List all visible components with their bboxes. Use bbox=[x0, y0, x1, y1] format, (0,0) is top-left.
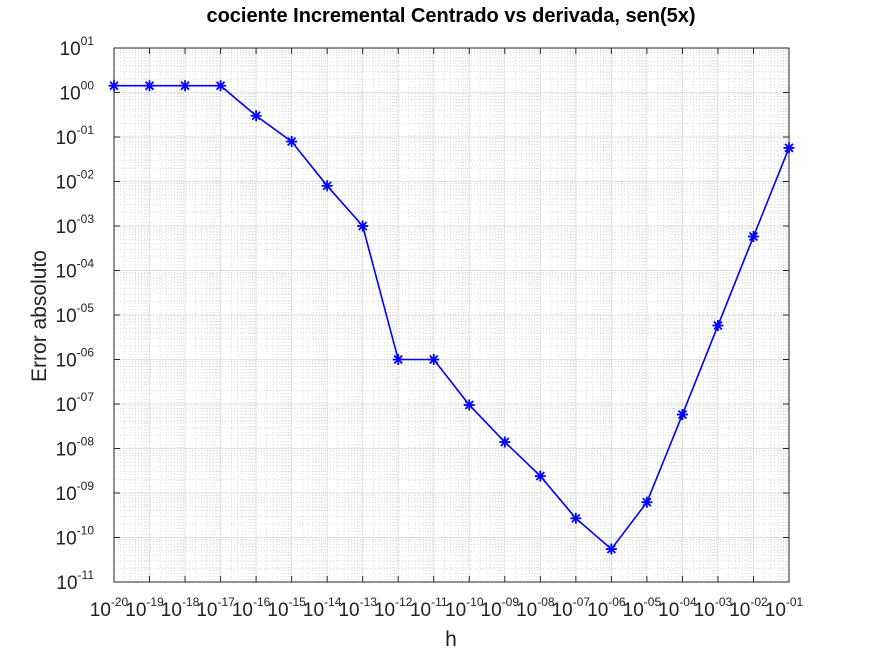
y-tick-label: 10-10 bbox=[56, 524, 95, 550]
x-tick-label: 10-07 bbox=[552, 595, 591, 621]
y-tick-label: 1001 bbox=[60, 34, 95, 60]
x-tick-label: 10-02 bbox=[729, 595, 768, 621]
x-tick-label: 10-04 bbox=[658, 595, 697, 621]
data-point bbox=[747, 231, 759, 243]
data-point bbox=[144, 80, 156, 92]
x-tick-label: 10-14 bbox=[303, 595, 342, 621]
data-point bbox=[712, 320, 724, 332]
x-tick-label: 10-03 bbox=[694, 595, 733, 621]
data-point bbox=[463, 399, 475, 411]
series-line bbox=[114, 84, 790, 551]
data-point bbox=[286, 136, 298, 148]
data-series bbox=[108, 80, 795, 555]
x-tick-label: 10-05 bbox=[623, 595, 662, 621]
data-point bbox=[605, 543, 617, 555]
x-tick-label: 10-10 bbox=[445, 595, 484, 621]
y-tick-label: 1000 bbox=[60, 79, 95, 105]
data-point bbox=[676, 409, 688, 421]
y-tick-label: 10-02 bbox=[56, 168, 95, 194]
x-tick-label: 10-11 bbox=[410, 595, 448, 621]
x-tick-label: 10-12 bbox=[374, 595, 413, 621]
y-tick-label: 10-06 bbox=[56, 346, 95, 372]
data-point bbox=[428, 354, 440, 365]
data-point bbox=[392, 354, 404, 365]
y-tick-label: 10-04 bbox=[56, 257, 95, 283]
y-tick-label: 10-08 bbox=[56, 435, 95, 461]
x-tick-label: 10-17 bbox=[196, 595, 235, 621]
data-point bbox=[250, 110, 262, 122]
y-tick-label: 10-03 bbox=[56, 212, 95, 238]
y-tick-label: 10-09 bbox=[56, 479, 95, 505]
data-point bbox=[321, 180, 333, 192]
y-tick-label: 10-05 bbox=[56, 301, 95, 327]
x-tick-label: 10-19 bbox=[125, 595, 164, 621]
y-tick-label: 10-01 bbox=[56, 123, 95, 149]
x-tick-label: 10-09 bbox=[481, 595, 520, 621]
x-tick-label: 10-16 bbox=[232, 595, 271, 621]
axes bbox=[113, 47, 790, 583]
chart-title: cociente Incremental Centrado vs derivad… bbox=[206, 5, 695, 27]
x-tick-label: 10-20 bbox=[90, 595, 129, 621]
data-point bbox=[783, 142, 795, 154]
x-tick-label: 10-15 bbox=[267, 595, 306, 621]
data-point bbox=[179, 80, 191, 92]
data-point bbox=[641, 496, 653, 508]
data-point bbox=[108, 80, 120, 92]
data-point bbox=[534, 470, 546, 482]
x-tick-label: 10-08 bbox=[516, 595, 555, 621]
y-tick-label: 10-11 bbox=[56, 568, 94, 594]
y-axis-label: Error absoluto bbox=[28, 250, 51, 382]
x-tick-label: 10-06 bbox=[587, 595, 626, 621]
x-axis-label: h bbox=[445, 628, 457, 651]
tick-labels: 10-2010-1910-1810-1710-1610-1510-1410-13… bbox=[56, 34, 804, 621]
x-tick-label: 10-18 bbox=[161, 595, 200, 621]
x-tick-label: 10-13 bbox=[338, 595, 377, 621]
data-point bbox=[499, 436, 511, 448]
data-point bbox=[215, 80, 227, 92]
y-tick-label: 10-07 bbox=[56, 390, 95, 416]
x-tick-label: 10-01 bbox=[765, 595, 804, 621]
data-point bbox=[357, 220, 369, 232]
data-point bbox=[570, 512, 582, 524]
